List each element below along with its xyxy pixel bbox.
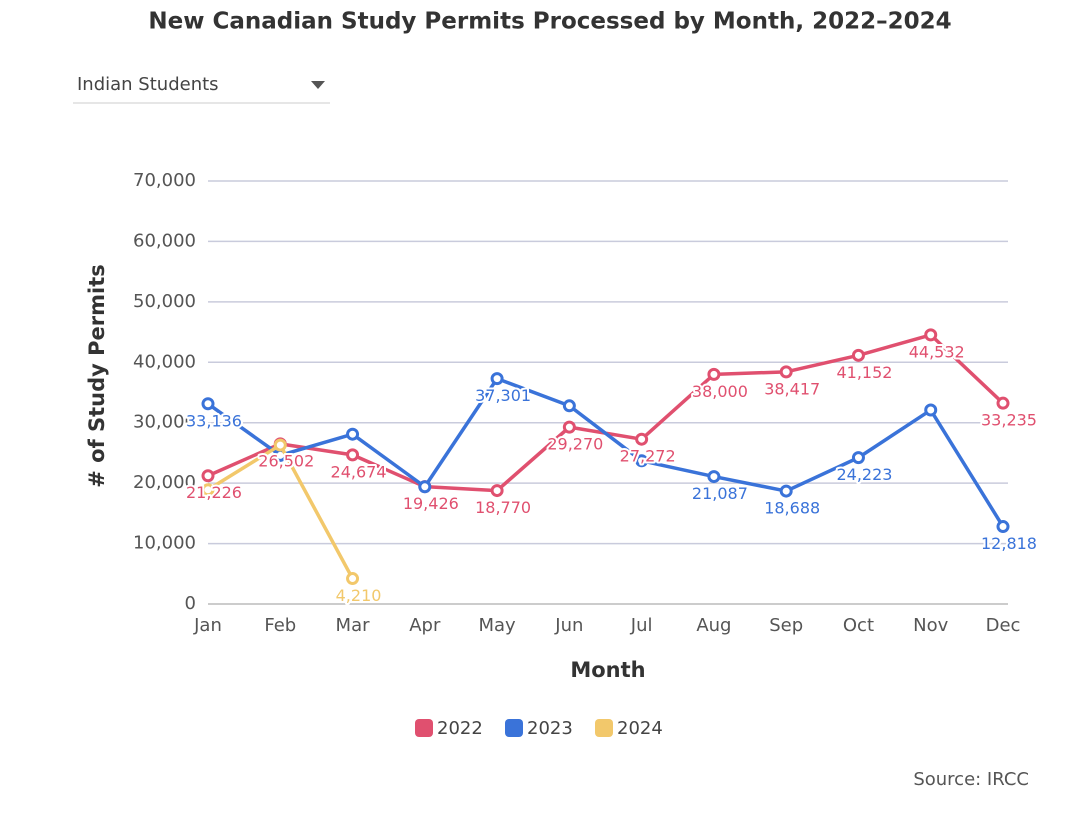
legend-swatch: [595, 719, 613, 737]
value-label: 41,152: [836, 363, 892, 382]
point: [490, 372, 504, 386]
y-tick-label: 50,000: [133, 291, 196, 312]
value-label: 29,270: [547, 435, 603, 454]
y-tick-label: 0: [185, 593, 196, 614]
y-tick-label: 10,000: [133, 533, 196, 554]
point: [273, 438, 287, 452]
legend-label: 2024: [617, 718, 663, 739]
point: [418, 480, 432, 494]
x-axis-label: Month: [570, 658, 645, 682]
y-tick-label: 20,000: [133, 472, 196, 493]
x-tick-label: Jul: [630, 615, 653, 636]
source: Source: IRCC: [913, 769, 1029, 790]
point: [201, 483, 215, 497]
x-tick-label: Aug: [696, 615, 731, 636]
value-label: 27,272: [620, 447, 676, 466]
legend-swatch: [505, 719, 523, 737]
x-tick-label: Apr: [409, 615, 441, 636]
x-tick-label: Jun: [554, 615, 583, 636]
x-tick-label: Dec: [986, 615, 1021, 636]
x-tick-label: Oct: [843, 615, 874, 636]
value-label: 38,000: [692, 382, 748, 401]
value-label: 33,136: [186, 411, 242, 430]
value-label: 44,532: [909, 342, 965, 361]
point: [851, 348, 865, 362]
value-label: 18,688: [764, 499, 820, 518]
x-tick-label: Mar: [336, 615, 371, 636]
series: [201, 372, 1010, 534]
point: [924, 403, 938, 417]
value-label: 18,770: [475, 498, 531, 517]
y-tick-label: 40,000: [133, 351, 196, 372]
value-label: 37,301: [475, 386, 531, 405]
dropdown-arrow[interactable]: [311, 81, 325, 89]
value-label: 19,426: [403, 494, 459, 513]
chart-title: New Canadian Study Permits Processed by …: [148, 9, 951, 35]
point: [201, 469, 215, 483]
series: [201, 438, 360, 586]
value-label: 21,226: [186, 483, 242, 502]
point: [851, 451, 865, 465]
point: [996, 520, 1010, 534]
point: [924, 328, 938, 342]
point: [346, 448, 360, 462]
x-tick-label: May: [478, 615, 516, 636]
value-label: 24,674: [331, 462, 387, 481]
point: [346, 572, 360, 586]
point: [779, 365, 793, 379]
point: [707, 367, 721, 381]
dropdown[interactable]: Indian Students: [73, 74, 330, 104]
x-tick-label: Nov: [913, 615, 948, 636]
x-tick-label: Jan: [193, 615, 222, 636]
dropdown-label[interactable]: Indian Students: [77, 74, 219, 95]
point: [635, 454, 649, 468]
point: [490, 484, 504, 498]
value-label: 24,223: [836, 465, 892, 484]
y-axis-label: # of Study Permits: [85, 264, 109, 488]
point: [346, 427, 360, 441]
point: [779, 484, 793, 498]
legend-label: 2022: [437, 718, 483, 739]
x-tick-label: Sep: [769, 615, 803, 636]
value-label: 38,417: [764, 379, 820, 398]
point: [201, 397, 215, 411]
legend-swatch: [415, 719, 433, 737]
point: [635, 432, 649, 446]
line: [206, 376, 1005, 528]
value-label: 33,235: [981, 411, 1037, 430]
point: [562, 420, 576, 434]
point: [562, 399, 576, 413]
x-tick-label: Feb: [264, 615, 296, 636]
y-tick-label: 30,000: [133, 412, 196, 433]
y-tick-label: 70,000: [133, 170, 196, 191]
value-label: 12,818: [981, 534, 1037, 553]
point: [707, 470, 721, 484]
value-label: 21,087: [692, 484, 748, 503]
legend: 2022 2023 2024: [415, 718, 663, 739]
y-tick-label: 60,000: [133, 230, 196, 251]
point: [996, 396, 1010, 410]
value-label: 4,210: [336, 586, 382, 605]
legend-label: 2023: [527, 718, 573, 739]
value-label: 26,502: [258, 451, 314, 470]
